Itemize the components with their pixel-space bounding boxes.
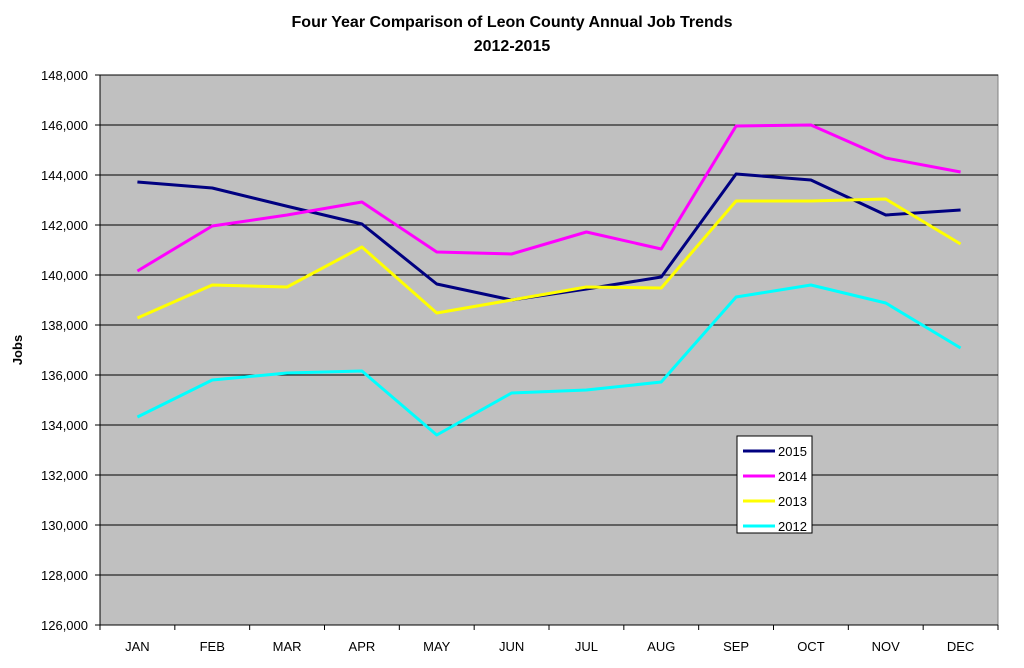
y-axis-ticks: 126,000 128,000 130,000 132,000 134,000 136,0… [41, 68, 100, 633]
legend-label: 2015 [778, 444, 807, 459]
x-tick-label: APR [349, 639, 376, 654]
x-tick-label: NOV [872, 639, 901, 654]
x-tick-label: SEP [723, 639, 749, 654]
legend-label: 2012 [778, 519, 807, 534]
gridlines [100, 74, 998, 576]
plot-area [99, 74, 999, 626]
y-tick-label: 142,000 [41, 218, 88, 233]
y-tick-label: 128,000 [41, 568, 88, 583]
y-tick-label: 138,000 [41, 318, 88, 333]
y-tick-label: 136,000 [41, 368, 88, 383]
legend: 2015 2014 2013 2012 [736, 435, 813, 534]
x-tick-label: JUN [499, 639, 524, 654]
y-tick-label: 134,000 [41, 418, 88, 433]
y-tick-label: 126,000 [41, 618, 88, 633]
x-tick-label: DEC [947, 639, 974, 654]
y-tick-label: 144,000 [41, 168, 88, 183]
y-tick-label: 132,000 [41, 468, 88, 483]
series-line-2013 [136, 197, 962, 320]
x-tick-label: MAY [423, 639, 451, 654]
chart-subtitle: 2012-2015 [474, 38, 551, 55]
legend-label: 2013 [778, 494, 807, 509]
x-tick-label: JAN [125, 639, 150, 654]
y-axis-title: Jobs [10, 335, 25, 365]
x-tick-label: FEB [200, 639, 225, 654]
series-line-2012 [136, 283, 962, 437]
series-line-2014 [136, 123, 961, 273]
y-tick-label: 140,000 [41, 268, 88, 283]
y-tick-label: 146,000 [41, 118, 88, 133]
legend-label: 2014 [778, 469, 807, 484]
x-axis-ticks: JAN FEB MAR APR MAY JUN JUL AUG SEP OCT NOV DEC [99, 625, 999, 654]
series-lines [136, 123, 962, 437]
chart-title: Four Year Comparison of Leon County Annu… [292, 14, 733, 31]
y-tick-label: 130,000 [41, 518, 88, 533]
x-tick-label: MAR [273, 639, 302, 654]
x-tick-label: AUG [647, 639, 675, 654]
x-tick-label: OCT [797, 639, 825, 654]
x-tick-label: JUL [575, 639, 598, 654]
y-tick-label: 148,000 [41, 68, 88, 83]
